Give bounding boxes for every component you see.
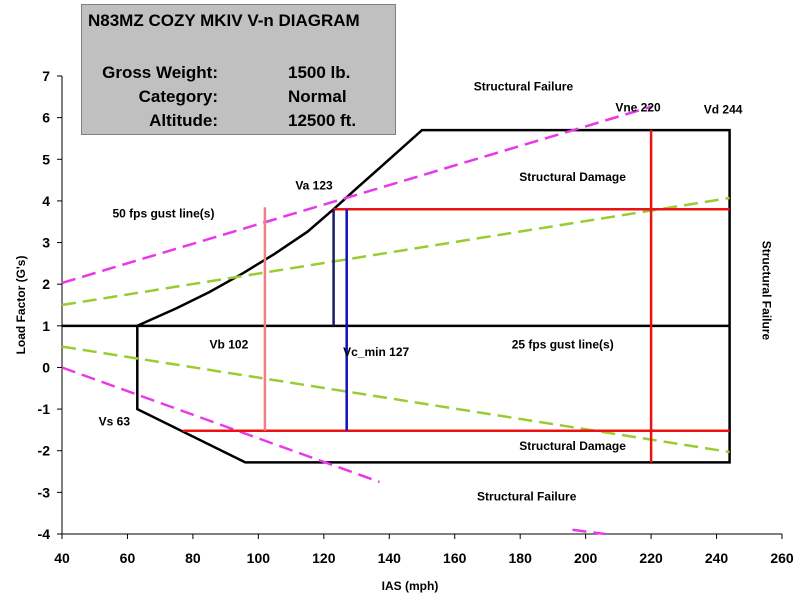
y-tick-label: 3	[42, 235, 50, 251]
x-tick-label: 100	[247, 550, 271, 566]
x-tick-label: 260	[770, 550, 794, 566]
annotation-label: Vc_min 127	[343, 345, 409, 359]
annotations: Structural Failure Vne 220 Vd 244 Structura…	[99, 80, 774, 504]
x-tick-label: 120	[312, 550, 336, 566]
x-tick-label: 80	[185, 550, 201, 566]
annotation-label: Vs 63	[99, 415, 131, 429]
annotation-label: Structural Failure	[474, 80, 574, 94]
x-tick-label: 60	[120, 550, 136, 566]
annotation-label: Structural Failure	[477, 490, 577, 504]
annotation-label: Vb 102	[210, 338, 249, 352]
y-tick-label: 0	[42, 359, 50, 375]
x-tick-label: 140	[378, 550, 402, 566]
gross-weight-label: Gross Weight:	[102, 63, 218, 82]
annotation-label: Vne 220	[615, 100, 661, 114]
annotation-label: 50 fps gust line(s)	[112, 207, 214, 221]
annotation-label: Structural Damage	[519, 439, 626, 453]
annotation-label: Structural Failure	[759, 241, 773, 341]
series-gust25-negative	[61, 345, 730, 454]
gross-weight-value: 1500 lb.	[288, 63, 351, 82]
y-tick-label: 6	[42, 110, 50, 126]
category-value: Normal	[288, 87, 347, 106]
x-tick-label: 180	[509, 550, 533, 566]
y-tick-label: -1	[38, 401, 51, 417]
y-tick-label: -3	[38, 484, 51, 500]
x-tick-label: 200	[574, 550, 598, 566]
y-tick-label: 4	[42, 193, 50, 209]
series-gust25-positive	[61, 196, 730, 307]
chart-title: N83MZ COZY MKIV V-n DIAGRAM	[88, 11, 360, 30]
category-label: Category:	[138, 87, 218, 106]
altitude-label: Altitude:	[149, 111, 218, 130]
x-ticks: 40 60 80 100 120 140 160 180 200 220 240 260	[54, 534, 794, 566]
y-axis-title: Load Factor (G's)	[14, 256, 28, 355]
annotation-label: Structural Damage	[519, 170, 626, 184]
chart-info-box: N83MZ COZY MKIV V-n DIAGRAM Gross Weight…	[81, 4, 396, 135]
y-tick-label: 5	[42, 151, 50, 167]
y-tick-label: 1	[42, 318, 50, 334]
x-tick-label: 160	[443, 550, 467, 566]
x-tick-label: 220	[639, 550, 663, 566]
series-gust50-negative-end	[572, 528, 606, 536]
series-envelope	[136, 128, 731, 464]
series-gust50-positive	[61, 105, 652, 285]
x-tick-label: 240	[705, 550, 729, 566]
annotation-label: Vd 244	[704, 102, 743, 116]
y-ticks: 7 6 5 4 3 2 1 0 -1 -2 -3 -4	[38, 68, 62, 542]
y-tick-label: 7	[42, 68, 50, 84]
x-tick-label: 40	[54, 550, 70, 566]
y-tick-label: -4	[38, 526, 51, 542]
annotation-label: 25 fps gust line(s)	[512, 338, 614, 352]
annotation-label: Va 123	[295, 179, 333, 193]
series-layer	[61, 105, 731, 536]
x-axis-title: IAS (mph)	[382, 579, 439, 593]
y-tick-label: 2	[42, 276, 50, 292]
y-tick-label: -2	[38, 443, 51, 459]
series-gust50-negative	[61, 366, 380, 484]
altitude-value: 12500 ft.	[288, 111, 357, 130]
